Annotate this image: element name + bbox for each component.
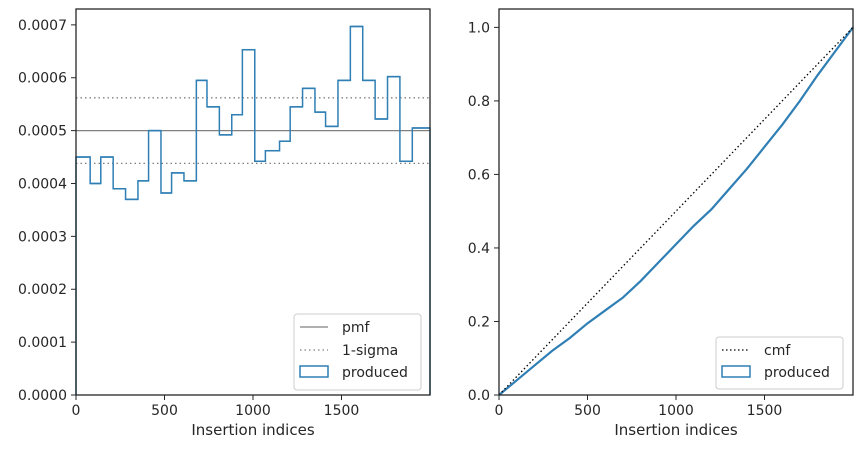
x-tick-label: 500	[151, 403, 178, 419]
left-chart-panel: 0 500 1000 1500 0.0000 0.0001 0.0002 0.0003 0.00…	[18, 8, 431, 439]
legend-label-cmf: cmf	[764, 343, 791, 359]
y-tick-label: 1.0	[468, 20, 490, 36]
y-tick-label: 0.0000	[18, 388, 67, 404]
y-tick-label: 0.6	[468, 167, 490, 183]
produced-point	[692, 225, 695, 227]
x-axis-label: Insertion indices	[191, 421, 314, 439]
x-tick-label: 0	[72, 403, 81, 419]
y-tick-label: 0.4	[468, 241, 490, 257]
right-chart-panel: 0 500 1000 1500 0.0 0.2 0.4 0.6 0.8 1.0 Insertion …	[468, 8, 854, 439]
x-tick-label: 500	[574, 403, 601, 419]
y-tick-label: 0.0007	[18, 18, 67, 34]
y-tick-label: 0.2	[468, 314, 490, 330]
legend-label-produced: produced	[342, 365, 408, 381]
produced-point	[816, 74, 819, 76]
legend-label-pmf: pmf	[342, 320, 371, 336]
produced-point	[586, 322, 589, 325]
produced-point	[728, 188, 730, 190]
legend-label-sigma: 1-sigma	[342, 343, 398, 359]
y-tick-label: 0.0006	[18, 71, 67, 87]
cmf-line	[498, 26, 854, 396]
produced-point	[657, 261, 660, 264]
produced-point	[533, 364, 536, 367]
y-tick-label: 0.0	[468, 388, 490, 404]
produced-point	[781, 124, 783, 126]
x-axis-label: Insertion indices	[614, 421, 737, 439]
legend-label-produced: produced	[764, 365, 830, 381]
produced-point	[746, 168, 748, 170]
x-tick-label: 0	[495, 403, 504, 419]
x-tick-label: 1000	[658, 403, 694, 419]
produced-point	[675, 243, 677, 246]
legend-box	[715, 336, 844, 390]
x-tick-label: 1500	[324, 403, 360, 419]
produced-point	[834, 50, 837, 53]
produced-point	[515, 379, 518, 382]
y-tick-label: 0.0001	[18, 335, 67, 351]
produced-point	[604, 309, 606, 312]
legend: pmf 1-sigma produced	[293, 313, 422, 391]
y-tick-label: 0.8	[468, 94, 490, 110]
x-tick-label: 1000	[235, 403, 271, 419]
produced-point	[569, 337, 571, 339]
y-tick-label: 0.0004	[18, 176, 67, 192]
produced-point	[639, 280, 642, 282]
produced-point	[799, 100, 801, 102]
y-tick-label: 0.0002	[18, 282, 67, 298]
legend: cmf produced	[715, 336, 844, 390]
axes-frame	[498, 8, 854, 396]
y-tick-label: 0.0005	[18, 124, 67, 140]
axes-frame	[75, 8, 431, 396]
produced-point	[763, 146, 766, 148]
produced-point	[551, 350, 553, 352]
x-tick-label: 1500	[747, 403, 783, 419]
legend-box	[293, 313, 422, 391]
produced-point	[710, 208, 713, 211]
legend-swatch-produced	[721, 365, 751, 378]
y-tick-label: 0.0003	[18, 229, 67, 245]
produced-point	[622, 296, 624, 299]
legend-swatch-produced	[299, 365, 329, 378]
